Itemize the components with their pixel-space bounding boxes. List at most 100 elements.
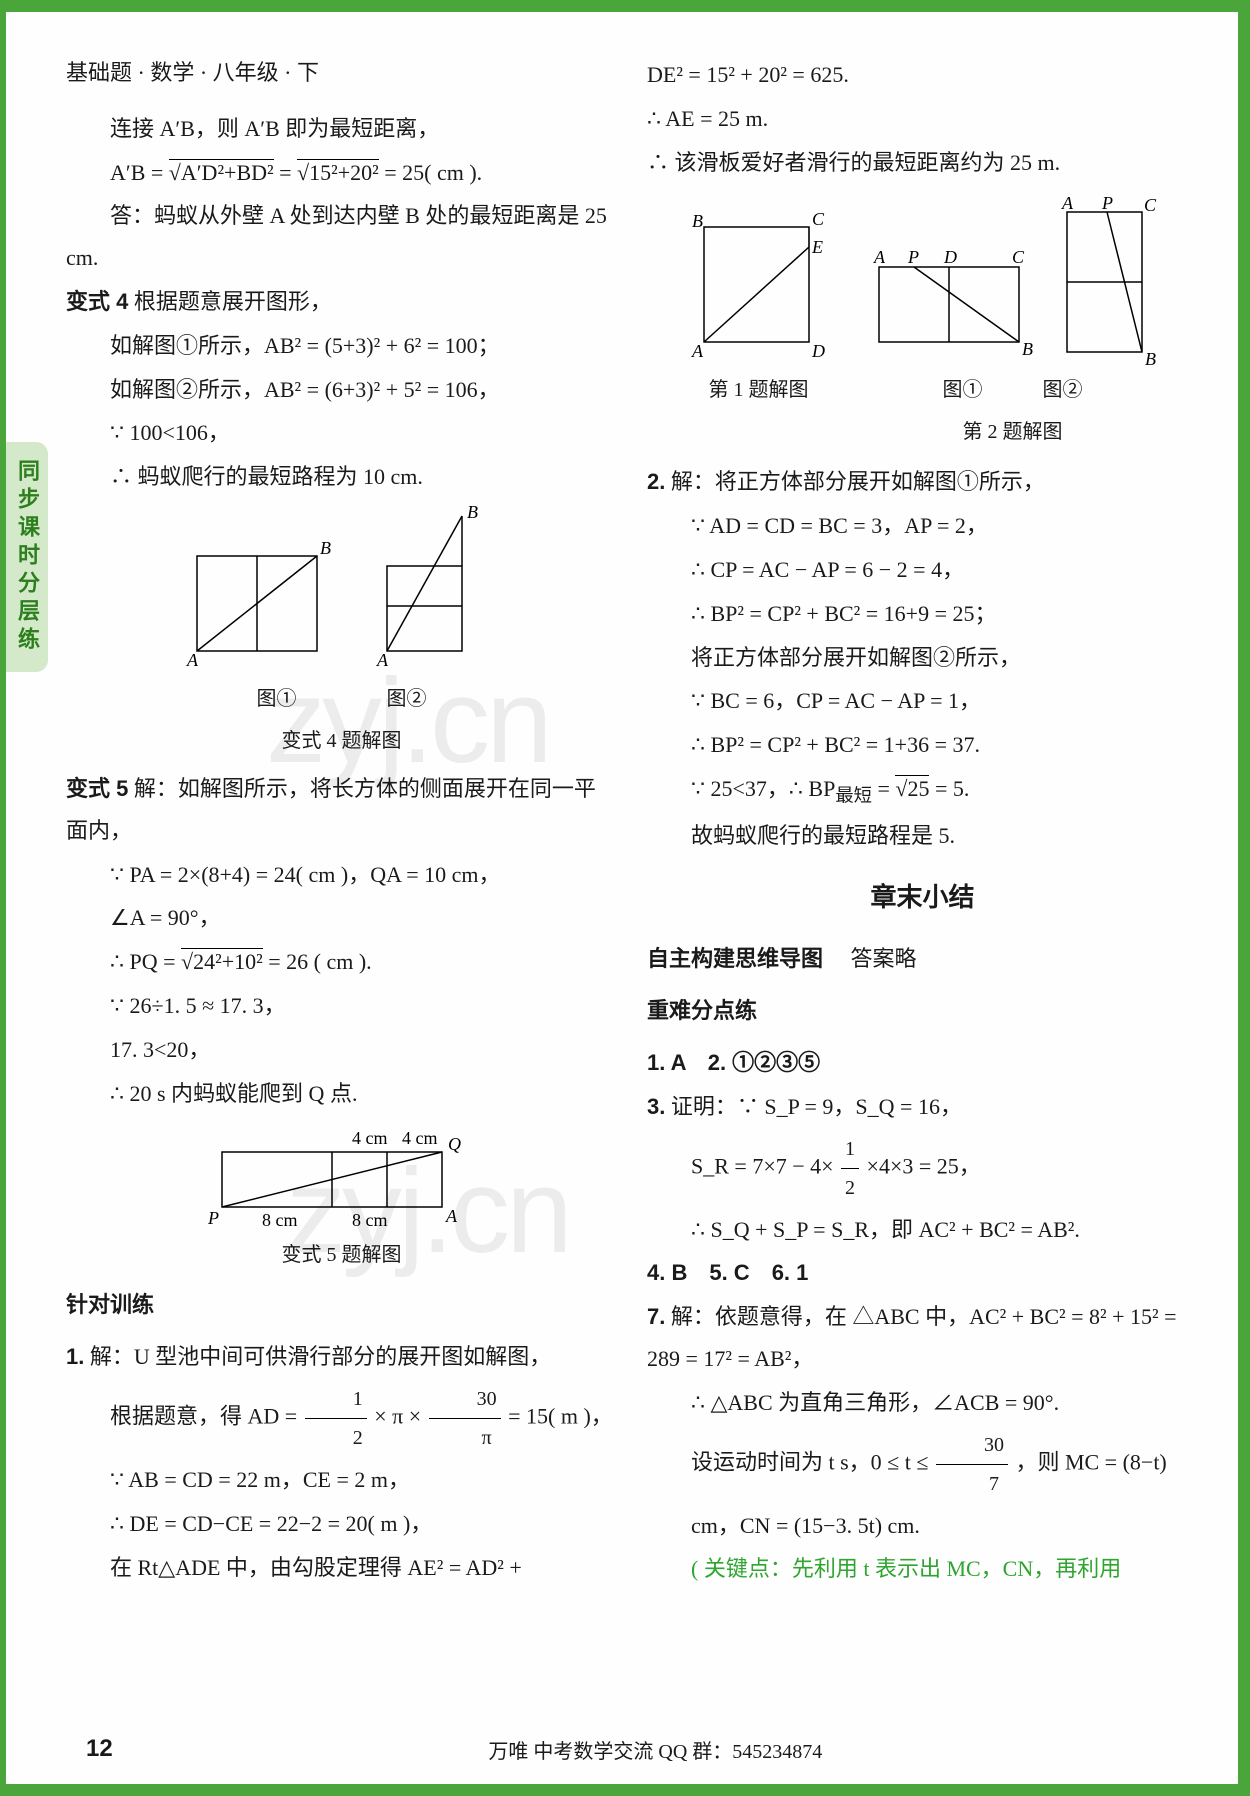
equation: 设运动时间为 t s，0 ≤ t ≤ 307 ，则 MC = (8−t) <box>647 1426 1198 1503</box>
text-line: 连接 A′B，则 A′B 即为最短距离， <box>66 108 617 150</box>
text-line: ∴ BP² = CP² + BC² = 1+36 = 37. <box>647 724 1198 766</box>
chapter-summary-title: 章末小结 <box>647 873 1198 922</box>
text-line: DE² = 15² + 20² = 625. <box>647 54 1198 96</box>
equation: A′B = √A′D²+BD² = √15²+20² = 25( cm ). <box>66 152 617 194</box>
text-line: 如解图②所示，AB² = (6+3)² + 5² = 106， <box>66 369 617 411</box>
svg-text:A: A <box>1061 197 1074 213</box>
q1-svg: B C E A D <box>684 197 834 367</box>
fig5-svg: 4 cm 4 cm Q P 8 cm 8 cm A <box>202 1122 482 1232</box>
q-num: 1. <box>66 1344 84 1369</box>
svg-text:A: A <box>376 650 389 670</box>
eq-suffix: ×4×3 = 25， <box>867 1153 981 1178</box>
svg-text:B: B <box>467 506 478 522</box>
svg-text:4 cm: 4 cm <box>402 1128 438 1148</box>
q1: 1. 解：U 型池中间可供滑行部分的展开图如解图， <box>66 1336 617 1378</box>
page-footer: 12 万唯 中考数学交流 QQ 群：545234874 <box>86 1735 1198 1764</box>
svg-text:D: D <box>811 341 825 361</box>
text-line: 17. 3<20， <box>66 1029 617 1071</box>
q3: 3. 证明：∵ S_P = 9，S_Q = 16， <box>647 1086 1198 1128</box>
eq-prefix: ∵ 25<37，∴ BP <box>691 776 835 801</box>
text-line: ∴ CP = AC − AP = 6 − 2 = 4， <box>647 549 1198 591</box>
equation: 根据题意，得 AD = 12 × π × 30π = 15( m )， <box>66 1380 617 1457</box>
text: 证明：∵ S_P = 9，S_Q = 16， <box>671 1094 962 1119</box>
variant-4: 变式 4 根据题意展开图形， <box>66 281 617 323</box>
q7: 7. 解：依题意得，在 △ABC 中，AC² + BC² = 8² + 15² … <box>647 1296 1198 1380</box>
root-content: A′D²+BD² <box>181 160 274 185</box>
text-line: ∴ 该滑板爱好者滑行的最短距离约为 25 m. <box>647 142 1198 184</box>
variant-5: 变式 5 解：如解图所示，将长方体的侧面展开在同一平面内， <box>66 768 617 852</box>
eq-suffix: = 5. <box>935 776 969 801</box>
equation: ∵ 25<37，∴ BP最短 = √25 = 5. <box>647 768 1198 813</box>
eq-prefix: ∴ PQ = <box>110 949 181 974</box>
svg-text:A: A <box>873 247 886 267</box>
svg-text:B: B <box>1145 349 1156 367</box>
fig-caption: 变式 4 题解图 <box>282 722 402 760</box>
fig-caption: 第 2 题解图 <box>963 413 1063 451</box>
page-number: 12 <box>86 1735 113 1764</box>
key-point-note: ( 关键点：先利用 t 表示出 MC，CN，再利用 <box>647 1548 1198 1590</box>
text-line: ∴ AE = 25 m. <box>647 98 1198 140</box>
text-line: ∵ AD = CD = BC = 3，AP = 2， <box>647 505 1198 547</box>
eq-prefix: S_R = 7×7 − 4× <box>691 1153 834 1178</box>
svg-text:C: C <box>812 209 825 229</box>
q-num: 2. <box>647 469 665 494</box>
svg-text:C: C <box>1012 247 1025 267</box>
equation: S_R = 7×7 − 4× 12 ×4×3 = 25， <box>647 1130 1198 1207</box>
fig-caption: 变式 5 题解图 <box>282 1236 402 1274</box>
equation: ∴ PQ = √24²+10² = 26 ( cm ). <box>66 941 617 983</box>
page-frame: 同步课时分层练 zyj.cn zyj.cn 基础题 · 数学 · 八年级 · 下… <box>0 0 1250 1796</box>
q2-2-svg: A P C B <box>1052 197 1162 367</box>
fig-label: 图② <box>1043 371 1083 409</box>
svg-text:E: E <box>811 237 823 257</box>
text-line: ∵ PA = 2×(8+4) = 24( cm )，QA = 10 cm， <box>66 854 617 896</box>
label: 自主构建思维导图 <box>647 946 823 971</box>
footer-text: 万唯 中考数学交流 QQ 群：545234874 <box>488 1735 822 1764</box>
svg-text:A: A <box>445 1206 458 1226</box>
root-content: 15²+20² <box>309 160 379 185</box>
text: 解：依题意得，在 △ABC 中，AC² + BC² = 8² + 15² = 2… <box>647 1304 1177 1371</box>
text-line: ∠A = 90°， <box>66 897 617 939</box>
svg-text:Q: Q <box>448 1134 461 1154</box>
variant4-diagram: A B A B 图① 图② 变式 4 题解图 <box>66 506 617 760</box>
svg-text:A: A <box>691 341 704 361</box>
text-line: ∴ 蚂蚁爬行的最短路程为 10 cm. <box>66 456 617 498</box>
svg-text:C: C <box>1144 197 1157 215</box>
q2: 2. 解：将正方体部分展开如解图①所示， <box>647 461 1198 503</box>
text-line: 在 Rt△ADE 中，由勾股定理得 AE² = AD² + <box>66 1547 617 1589</box>
side-tab: 同步课时分层练 <box>6 442 48 672</box>
q2-1-svg: A P D C B <box>864 227 1034 367</box>
fig-label: 图① <box>257 680 297 718</box>
text-line: ∴ BP² = CP² + BC² = 16+9 = 25； <box>647 593 1198 635</box>
mind-map: 自主构建思维导图 答案略 <box>647 938 1198 980</box>
svg-text:8 cm: 8 cm <box>262 1210 298 1230</box>
text-line: ∴ 20 s 内蚂蚁能爬到 Q 点. <box>66 1073 617 1115</box>
text: 解：将正方体部分展开如解图①所示， <box>671 469 1045 494</box>
fig4-1-svg: A B <box>177 506 337 676</box>
fig-label: 图② <box>387 680 427 718</box>
eq-suffix: = 15( m )， <box>508 1403 613 1428</box>
hard-points-label: 重难分点练 <box>647 990 1198 1032</box>
svg-text:A: A <box>186 650 199 670</box>
svg-text:D: D <box>943 247 957 267</box>
content-columns: 基础题 · 数学 · 八年级 · 下 连接 A′B，则 A′B 即为最短距离， … <box>6 12 1238 1612</box>
q2-diagram: A P D C B A P C B <box>864 197 1162 451</box>
eq-prefix: A′B = <box>110 160 169 185</box>
svg-text:P: P <box>207 1208 219 1228</box>
q-num: 7. <box>647 1304 665 1329</box>
svg-text:8 cm: 8 cm <box>352 1210 388 1230</box>
text-line: cm，CN = (15−3. 5t) cm. <box>647 1505 1198 1547</box>
q-num: 3. <box>647 1094 665 1119</box>
page-header: 基础题 · 数学 · 八年级 · 下 <box>66 52 617 94</box>
training-label: 针对训练 <box>66 1284 617 1326</box>
left-column: 基础题 · 数学 · 八年级 · 下 连接 A′B，则 A′B 即为最短距离， … <box>66 52 617 1592</box>
variant5-diagram: 4 cm 4 cm Q P 8 cm 8 cm A 变式 5 题解图 <box>66 1122 617 1274</box>
text-line: 答：蚂蚁从外壁 A 处到达内壁 B 处的最短距离是 25 cm. <box>66 195 617 279</box>
subscript: 最短 <box>835 785 872 805</box>
text-line: ∴ △ABC 为直角三角形，∠ACB = 90°. <box>647 1382 1198 1424</box>
text-line: ∵ 100<106， <box>66 412 617 454</box>
fig-label: 图① <box>943 371 983 409</box>
svg-text:P: P <box>907 247 919 267</box>
answers-line: 4. B 5. C 6. 1 <box>647 1252 1198 1294</box>
answers-line: 1. A 2. ①②③⑤ <box>647 1042 1198 1084</box>
fig4-2-svg: A B <box>367 506 507 676</box>
